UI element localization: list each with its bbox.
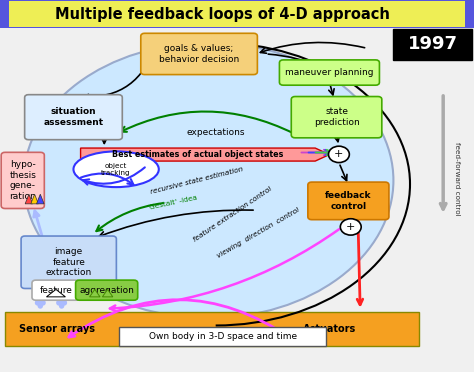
FancyBboxPatch shape — [32, 280, 80, 300]
Text: viewing  direction  control: viewing direction control — [216, 206, 301, 259]
Polygon shape — [81, 148, 329, 161]
Text: feed-forward control: feed-forward control — [455, 142, 460, 215]
Text: maneuver planning: maneuver planning — [285, 68, 374, 77]
Circle shape — [328, 146, 349, 163]
Text: feature extraction control: feature extraction control — [192, 185, 273, 243]
Text: feedback
control: feedback control — [325, 191, 372, 211]
Text: state
prediction: state prediction — [314, 108, 359, 127]
Text: +: + — [334, 150, 344, 159]
FancyBboxPatch shape — [9, 1, 465, 27]
Text: expectations: expectations — [186, 128, 245, 137]
FancyBboxPatch shape — [141, 33, 257, 75]
Text: Actuators: Actuators — [303, 324, 356, 334]
Polygon shape — [90, 289, 100, 297]
Text: object
tracking: object tracking — [101, 163, 131, 176]
Text: Sensor arrays: Sensor arrays — [19, 324, 95, 334]
FancyBboxPatch shape — [75, 280, 137, 300]
Polygon shape — [102, 289, 113, 297]
Polygon shape — [31, 194, 38, 204]
Polygon shape — [25, 194, 33, 204]
Text: Best estimates of actual object states: Best estimates of actual object states — [112, 150, 283, 159]
FancyBboxPatch shape — [21, 236, 117, 289]
Text: feature: feature — [39, 286, 73, 295]
FancyBboxPatch shape — [279, 60, 379, 85]
FancyBboxPatch shape — [5, 312, 419, 346]
FancyBboxPatch shape — [308, 182, 389, 219]
FancyBboxPatch shape — [119, 327, 326, 346]
Text: 'Gestalt' -idea: 'Gestalt' -idea — [147, 195, 198, 211]
Ellipse shape — [24, 43, 393, 318]
Text: Own body in 3-D space and time: Own body in 3-D space and time — [149, 332, 297, 341]
Text: image
feature
extraction: image feature extraction — [46, 247, 92, 277]
Text: recursive state estimation: recursive state estimation — [150, 166, 244, 195]
Text: +: + — [346, 222, 356, 232]
FancyBboxPatch shape — [1, 153, 45, 208]
Polygon shape — [36, 194, 44, 204]
Circle shape — [340, 219, 361, 235]
Ellipse shape — [73, 151, 159, 187]
Text: situation
assessment: situation assessment — [44, 108, 103, 127]
Polygon shape — [46, 289, 65, 297]
Text: aggregation: aggregation — [79, 286, 134, 295]
Text: Multiple feedback loops of 4-D approach: Multiple feedback loops of 4-D approach — [55, 7, 390, 22]
FancyBboxPatch shape — [0, 0, 474, 28]
Text: hypo-
thesis
gene-
ration: hypo- thesis gene- ration — [9, 160, 36, 201]
FancyBboxPatch shape — [291, 97, 382, 138]
Text: goals & values;
behavior decision: goals & values; behavior decision — [159, 44, 239, 64]
FancyBboxPatch shape — [393, 29, 472, 60]
Text: 1997: 1997 — [408, 35, 458, 53]
FancyBboxPatch shape — [25, 95, 122, 140]
